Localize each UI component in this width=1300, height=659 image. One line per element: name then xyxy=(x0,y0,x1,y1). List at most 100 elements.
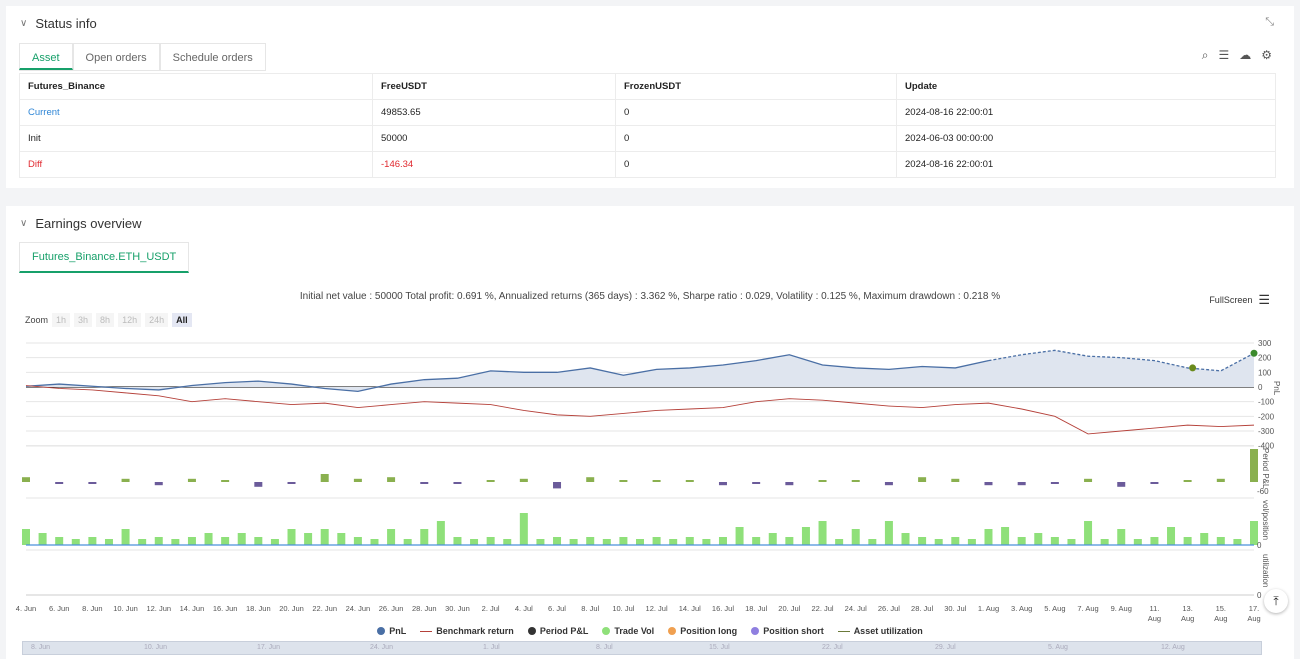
legend-asset-utilization[interactable]: Asset utilization xyxy=(837,626,923,636)
pnl-area xyxy=(26,350,1254,392)
trade-vol-bar xyxy=(1050,537,1059,545)
trade-vol-bar xyxy=(387,529,396,545)
period-pnl-bar xyxy=(718,482,727,486)
legend-label: Benchmark return xyxy=(436,626,514,636)
expand-icon[interactable]: ⤡ xyxy=(1265,16,1274,28)
zoom-12h-button[interactable]: 12h xyxy=(118,313,142,327)
table-header-row: Futures_Binance FreeUSDT FrozenUSDT Upda… xyxy=(19,73,1276,100)
menu-icon[interactable]: ☰ xyxy=(1258,292,1270,307)
legend-pnl[interactable]: PnL xyxy=(377,626,406,636)
period-pnl-bar xyxy=(1183,480,1192,482)
tab-asset[interactable]: Asset xyxy=(19,43,73,70)
status-info-title: Status info xyxy=(35,16,97,31)
trade-vol-bar xyxy=(1084,521,1093,545)
legend-trade-vol[interactable]: Trade Vol xyxy=(602,626,654,636)
x-tick-label: 10. Jul xyxy=(612,604,634,613)
zoom-8h-button[interactable]: 8h xyxy=(96,313,115,327)
long-marker-icon xyxy=(668,627,677,635)
legend-period-pnl[interactable]: Period P&L xyxy=(527,626,589,636)
pnl-end-point xyxy=(1250,349,1258,357)
trade-vol-bar xyxy=(868,539,877,545)
legend-label: Position long xyxy=(680,626,738,636)
list-icon[interactable]: ☰ xyxy=(1218,48,1230,62)
tab-futures-binance-eth-usdt[interactable]: Futures_Binance.ETH_USDT xyxy=(19,242,190,273)
period-pnl-bar xyxy=(387,477,396,482)
navigator-label: 17. Jun xyxy=(257,644,280,651)
trade-vol-bar xyxy=(1216,537,1225,545)
zoom-all-button[interactable]: All xyxy=(172,313,192,327)
trade-vol-bar xyxy=(1034,533,1043,545)
period-pnl-bar xyxy=(685,480,694,482)
legend-position-long[interactable]: Position long xyxy=(668,626,737,636)
navigator-label: 5. Aug xyxy=(1048,644,1068,651)
zoom-label: Zoom xyxy=(25,315,49,325)
trade-vol-bar xyxy=(1067,539,1076,545)
trade-vol-bar xyxy=(171,539,180,545)
trade-vol-bar xyxy=(1167,527,1176,545)
trade-vol-bar xyxy=(901,533,910,545)
status-tabs: Asset Open orders Schedule orders xyxy=(19,43,266,71)
legend-label: Trade Vol xyxy=(614,626,655,636)
period-pnl-bar xyxy=(519,478,528,482)
x-tick-label: 4. Jul xyxy=(515,604,533,613)
x-tick-label: 28. Jun xyxy=(412,604,437,613)
trade-vol-bar xyxy=(934,539,943,545)
fullscreen-control[interactable]: FullScreen ☰ xyxy=(1209,292,1270,308)
trade-vol-bar xyxy=(470,539,479,545)
performance-summary: Initial net value : 50000 Total profit: … xyxy=(299,291,1001,302)
chart-navigator[interactable]: 8. Jun 10. Jun 17. Jun 24. Jun 1. Jul 8. Jul 1… xyxy=(22,641,1262,655)
x-tick-label: 11. xyxy=(1149,604,1159,613)
y-tick-label: -400 xyxy=(1258,442,1275,451)
period-pnl-bar xyxy=(818,480,827,482)
x-tick-label: 18. Jun xyxy=(246,604,271,613)
trade-vol-bar xyxy=(669,539,678,545)
search-icon[interactable]: ⌕ xyxy=(1201,48,1209,62)
zoom-24h-button[interactable]: 24h xyxy=(145,313,169,327)
x-tick-label: 20. Jun xyxy=(279,604,304,613)
x-tick-label: 16. Jul xyxy=(712,604,734,613)
trade-vol-bar xyxy=(553,537,562,545)
tab-schedule-orders[interactable]: Schedule orders xyxy=(159,43,266,70)
legend-position-short[interactable]: Position short xyxy=(751,626,824,636)
trade-vol-bar xyxy=(1150,537,1159,545)
trade-vol-bar xyxy=(403,539,412,545)
tab-open-orders[interactable]: Open orders xyxy=(72,43,160,70)
x-tick-label: 6. Jun xyxy=(49,604,69,613)
table-tools: ⌕ ☰ ☁ ⚙ xyxy=(1202,48,1272,63)
x-tick-label: 28. Jul xyxy=(911,604,933,613)
table-cell: 0 xyxy=(615,125,897,152)
earnings-chart[interactable]: 300 200 100 0 -100 -200 -300 -400 PnL Period P&L-… xyxy=(6,206,1294,626)
trade-vol-bar xyxy=(536,539,545,545)
collapse-chevron-icon[interactable]: ∨ xyxy=(20,18,28,29)
period-axis-label: Period P&L xyxy=(1261,448,1270,489)
fullscreen-label[interactable]: FullScreen xyxy=(1209,295,1253,305)
settings-icon[interactable]: ⚙ xyxy=(1261,48,1272,62)
scroll-to-top-icon[interactable]: ⤒ xyxy=(1264,589,1288,613)
legend-benchmark[interactable]: Benchmark return xyxy=(420,626,514,636)
trade-vol-bar xyxy=(353,537,362,545)
period-pnl-bar xyxy=(320,474,329,482)
trade-vol-bar xyxy=(735,527,744,545)
period-pnl-bar xyxy=(154,482,163,486)
status-info-header[interactable]: ∨ Status info xyxy=(20,16,97,31)
x-tick-label: 9. Aug xyxy=(1111,604,1132,613)
trade-vol-bar xyxy=(884,521,893,545)
table-cell: 2024-06-03 00:00:00 xyxy=(896,125,1276,152)
cloud-download-icon[interactable]: ☁ xyxy=(1239,48,1252,62)
pnl-marker-icon xyxy=(377,627,386,635)
zoom-1h-button[interactable]: 1h xyxy=(52,313,71,327)
period-pnl-bar xyxy=(187,478,196,482)
navigator-label: 1. Jul xyxy=(483,644,500,651)
table-cell: 2024-08-16 22:00:01 xyxy=(896,151,1276,178)
x-tick-label: 5. Aug xyxy=(1044,604,1065,613)
earnings-header[interactable]: ∨ Earnings overview xyxy=(20,216,142,231)
zoom-3h-button[interactable]: 3h xyxy=(74,313,93,327)
trade-vol-bar xyxy=(818,521,827,545)
x-tick-label: 14. Jun xyxy=(180,604,205,613)
collapse-chevron-icon[interactable]: ∨ xyxy=(20,218,28,229)
table-cell: 2024-08-16 22:00:01 xyxy=(896,99,1276,126)
legend-label: Period P&L xyxy=(539,626,589,636)
period-pnl-bar xyxy=(88,482,97,484)
trade-vol-bar xyxy=(569,539,578,545)
x-tick-label: 4. Jun xyxy=(16,604,36,613)
